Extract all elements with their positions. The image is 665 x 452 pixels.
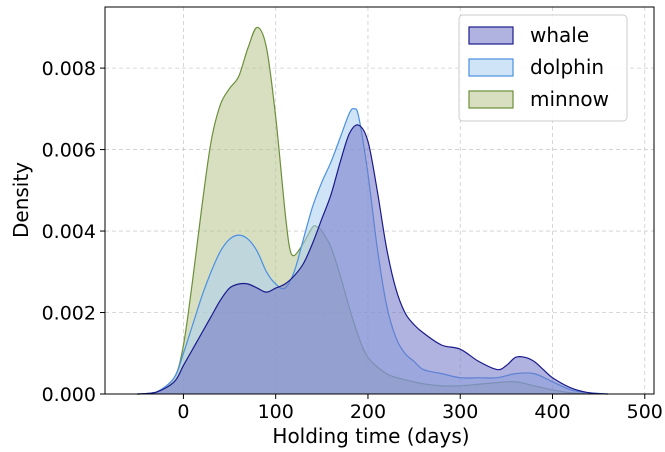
whale-legend-label: whale: [530, 23, 589, 47]
plot-frame: [104, 6, 655, 395]
x-axis-ticks: 0 100 200 300 400 500: [177, 394, 663, 423]
density-areas: [137, 26, 608, 395]
y-axis-ticks: 0.000 0.002 0.004 0.006 0.008: [42, 58, 105, 406]
whale-legend-swatch: [468, 26, 514, 45]
x-axis-label: Holding time (days): [272, 424, 469, 448]
y-tick-label: 0.004: [42, 221, 96, 243]
x-tick-label: 500: [627, 401, 663, 423]
minnow-legend-label: minnow: [530, 87, 609, 111]
minnow-legend-swatch: [468, 90, 514, 109]
dolphin-legend-label: dolphin: [530, 55, 604, 79]
y-axis-label: Density: [9, 162, 33, 238]
dolphin-legend-swatch: [468, 58, 514, 77]
y-tick-label: 0.006: [42, 140, 96, 162]
legend: whale dolphin minnow: [458, 14, 628, 122]
y-tick-label: 0.008: [42, 58, 96, 80]
y-tick-label: 0.002: [42, 303, 96, 325]
x-tick-label: 300: [442, 401, 478, 423]
y-tick-label: 0.000: [42, 384, 96, 406]
whale-line: [137, 124, 608, 395]
x-tick-label: 200: [350, 401, 386, 423]
x-tick-label: 100: [258, 401, 294, 423]
whale-area: [137, 124, 608, 394]
x-tick-label: 0: [177, 401, 189, 423]
x-tick-label: 400: [534, 401, 570, 423]
